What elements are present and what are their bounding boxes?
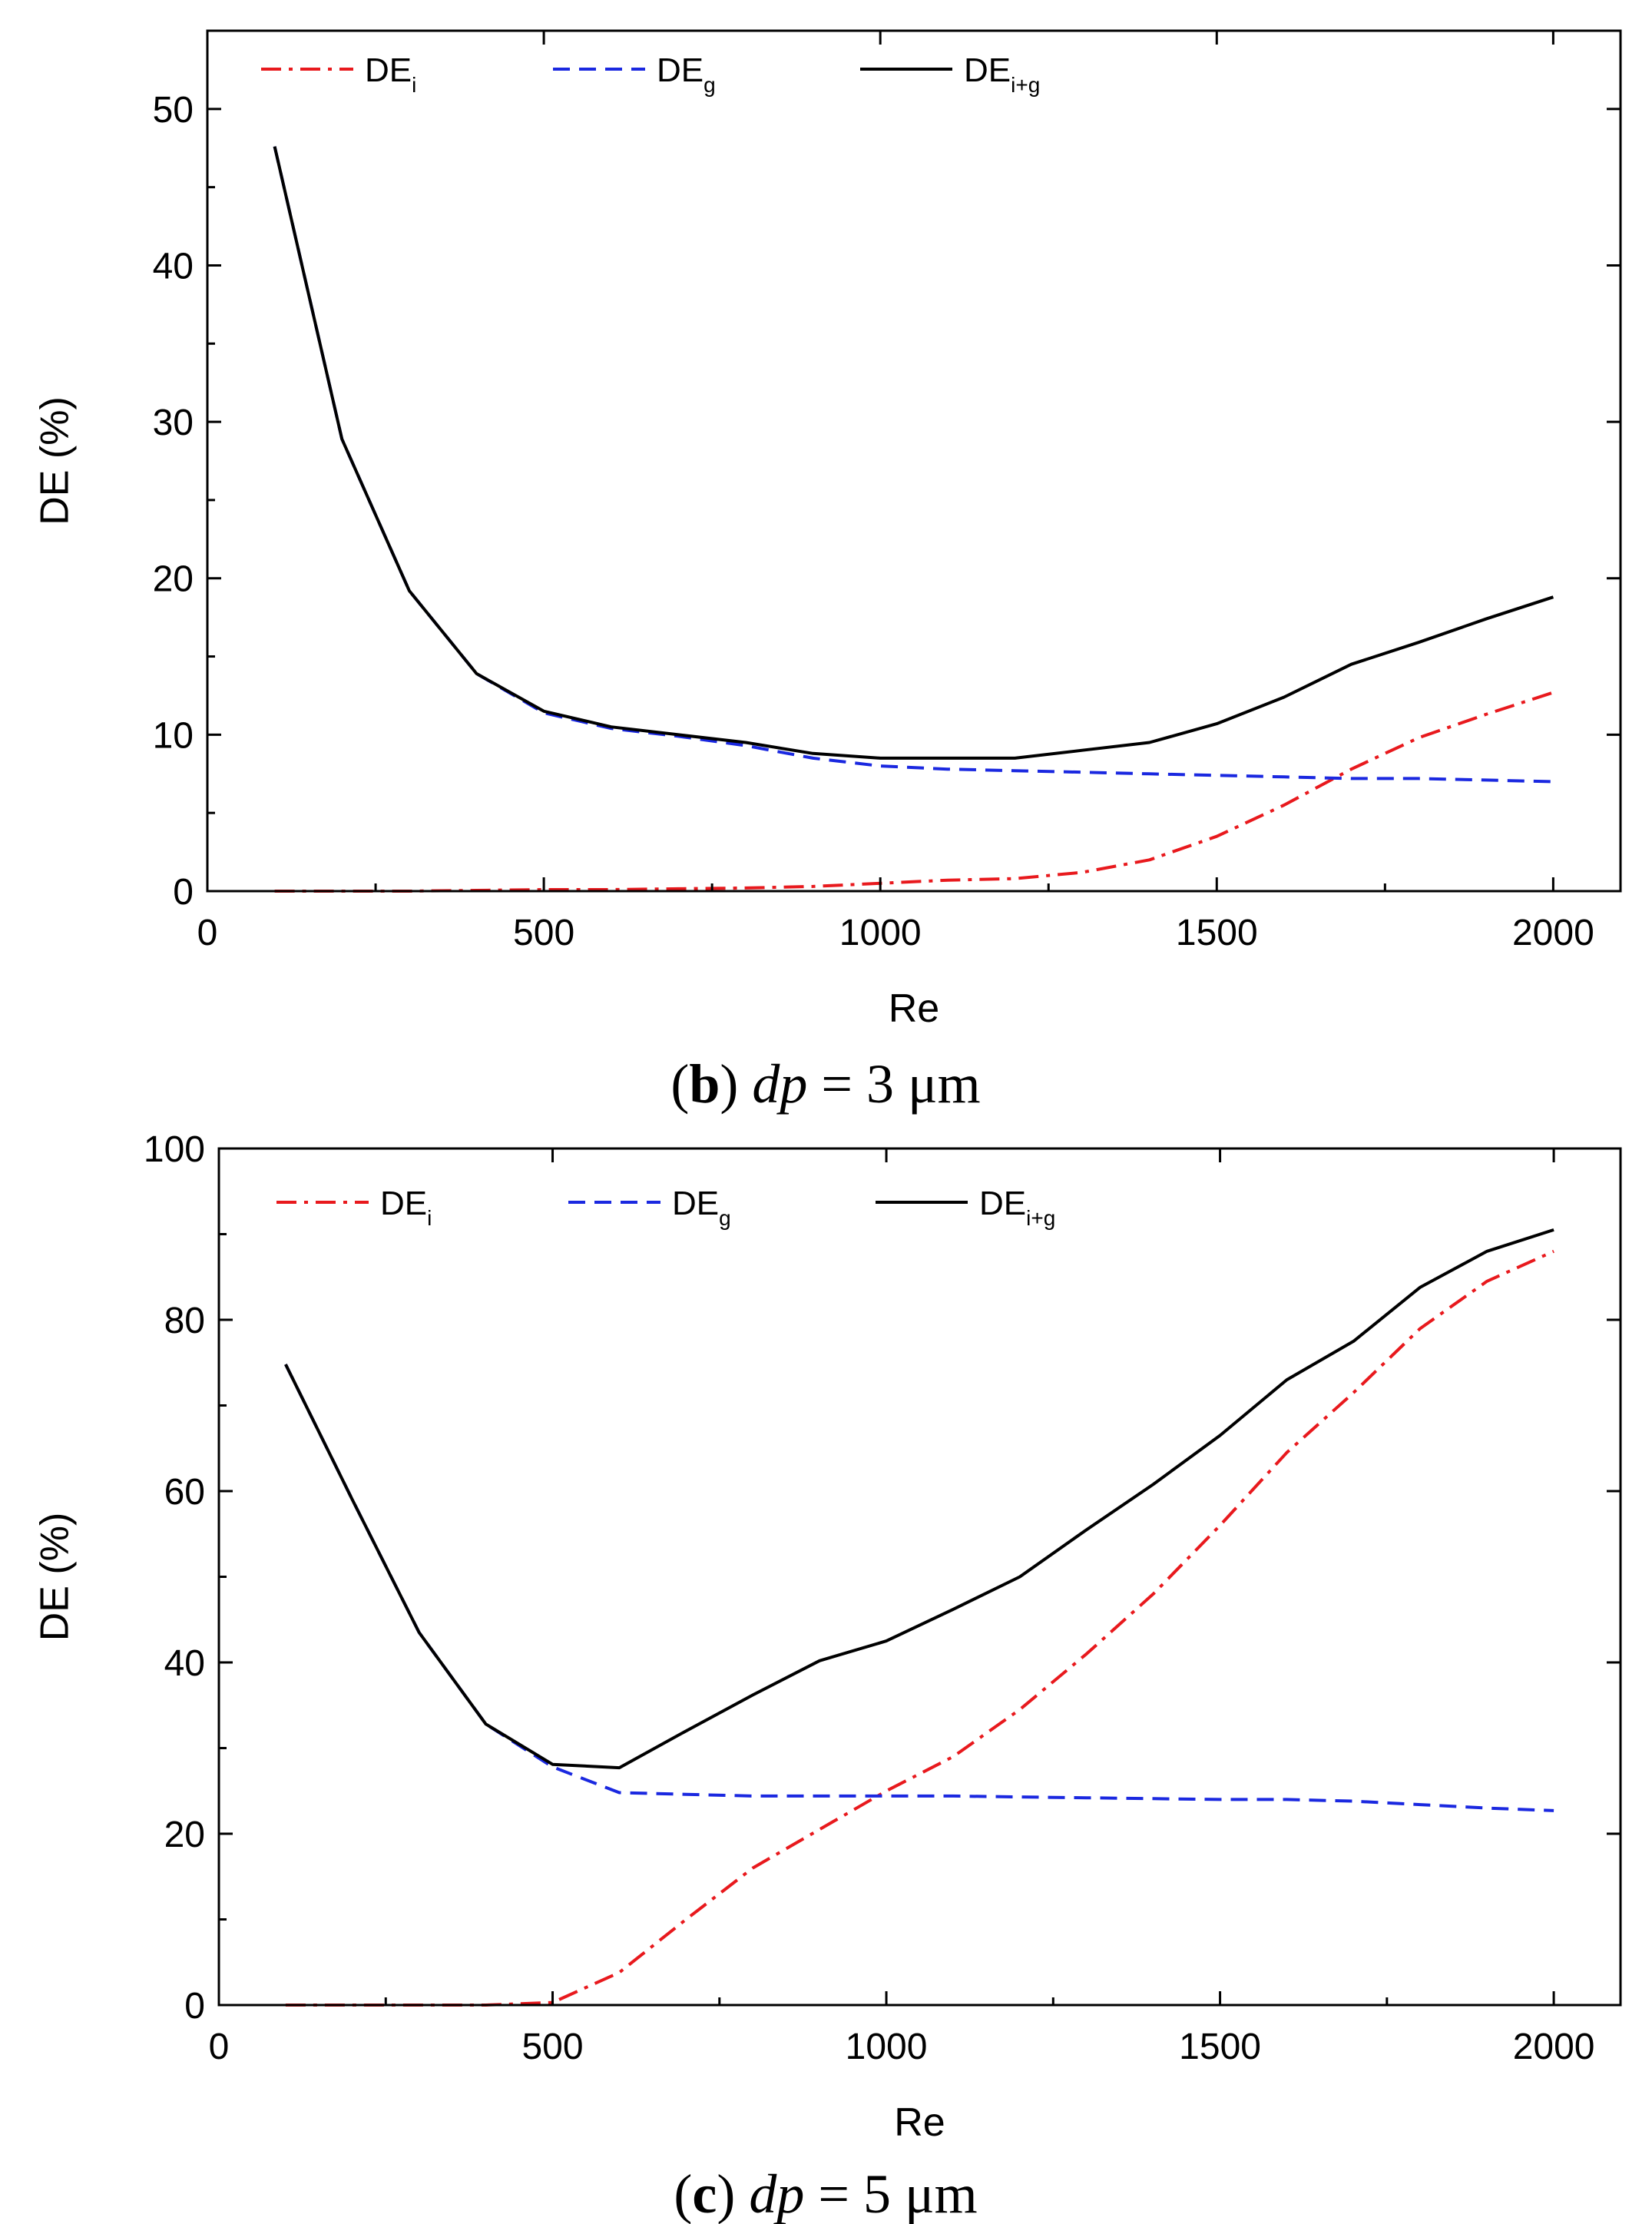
x-tick-label: 2000: [1513, 2027, 1595, 2067]
y-tick-label: 20: [153, 559, 194, 600]
y-tick-label: 60: [164, 1472, 205, 1513]
y-axis-label: DE (%): [33, 1513, 78, 1642]
series-line-i-plus-g: [284, 1228, 1554, 1770]
y-tick-label: 20: [164, 1815, 205, 1855]
legend-entry: DEi: [380, 1185, 432, 1230]
x-tick-label: 500: [521, 2027, 583, 2067]
caption-value: 3 μm: [866, 1053, 981, 1115]
x-tick-label: 1000: [846, 2027, 928, 2067]
y-tick-label: 0: [184, 1986, 205, 2027]
x-tick-label: 2000: [1512, 913, 1594, 953]
caption-value: 5 μm: [863, 2163, 978, 2224]
caption-variable: dp: [752, 1053, 807, 1115]
x-tick-label: 1500: [1179, 2027, 1261, 2067]
legend-entry: DEg: [657, 51, 716, 97]
y-tick-label: 50: [153, 90, 194, 131]
legend-entry: DEi: [365, 51, 416, 97]
y-tick-label: 10: [153, 715, 194, 756]
y-tick-label: 80: [164, 1301, 205, 1341]
caption-variable: dp: [749, 2163, 804, 2224]
caption-equals: =: [807, 1053, 866, 1115]
caption-panel-letter: b: [689, 1053, 720, 1115]
x-axis-label: Re: [889, 986, 939, 1031]
plot-area-frame: [206, 29, 1622, 893]
caption-equals: =: [804, 2163, 863, 2224]
panel-caption: (c) dp = 5 μm: [674, 2163, 977, 2224]
y-tick-label: 30: [153, 403, 194, 443]
x-tick-label: 500: [513, 913, 574, 953]
y-tick-label: 40: [164, 1643, 205, 1684]
chart-panel-b: 0 500 1000 1500 2000 0 10 20 30 40 50 Re DE (%) DE…: [33, 29, 1622, 1115]
y-tick-label: 40: [153, 246, 194, 287]
x-tick-label: 1500: [1176, 913, 1258, 953]
legend-entry: DEg: [672, 1185, 731, 1230]
y-tick-label: 100: [144, 1129, 205, 1170]
y-tick-label: 0: [173, 872, 194, 913]
y-axis-label: DE (%): [33, 396, 78, 525]
series-line-i-plus-g: [273, 146, 1554, 760]
legend: DEi DEg DEi+g: [261, 51, 1040, 97]
caption-panel-letter: c: [692, 2163, 717, 2224]
legend-entry: DEi+g: [979, 1185, 1055, 1230]
x-tick-label: 0: [197, 913, 218, 953]
legend: DEi DEg DEi+g: [276, 1185, 1055, 1230]
panel-caption: (b) dp = 3 μm: [670, 1053, 980, 1115]
chart-panel-c: 0 500 1000 1500 2000 0 20 40 60 80 100 Re DE (%) D…: [33, 1129, 1622, 2224]
x-axis-label: Re: [894, 2100, 945, 2145]
x-tick-label: 1000: [839, 913, 922, 953]
legend-entry: DEi+g: [964, 51, 1040, 97]
x-tick-label: 0: [209, 2027, 230, 2067]
